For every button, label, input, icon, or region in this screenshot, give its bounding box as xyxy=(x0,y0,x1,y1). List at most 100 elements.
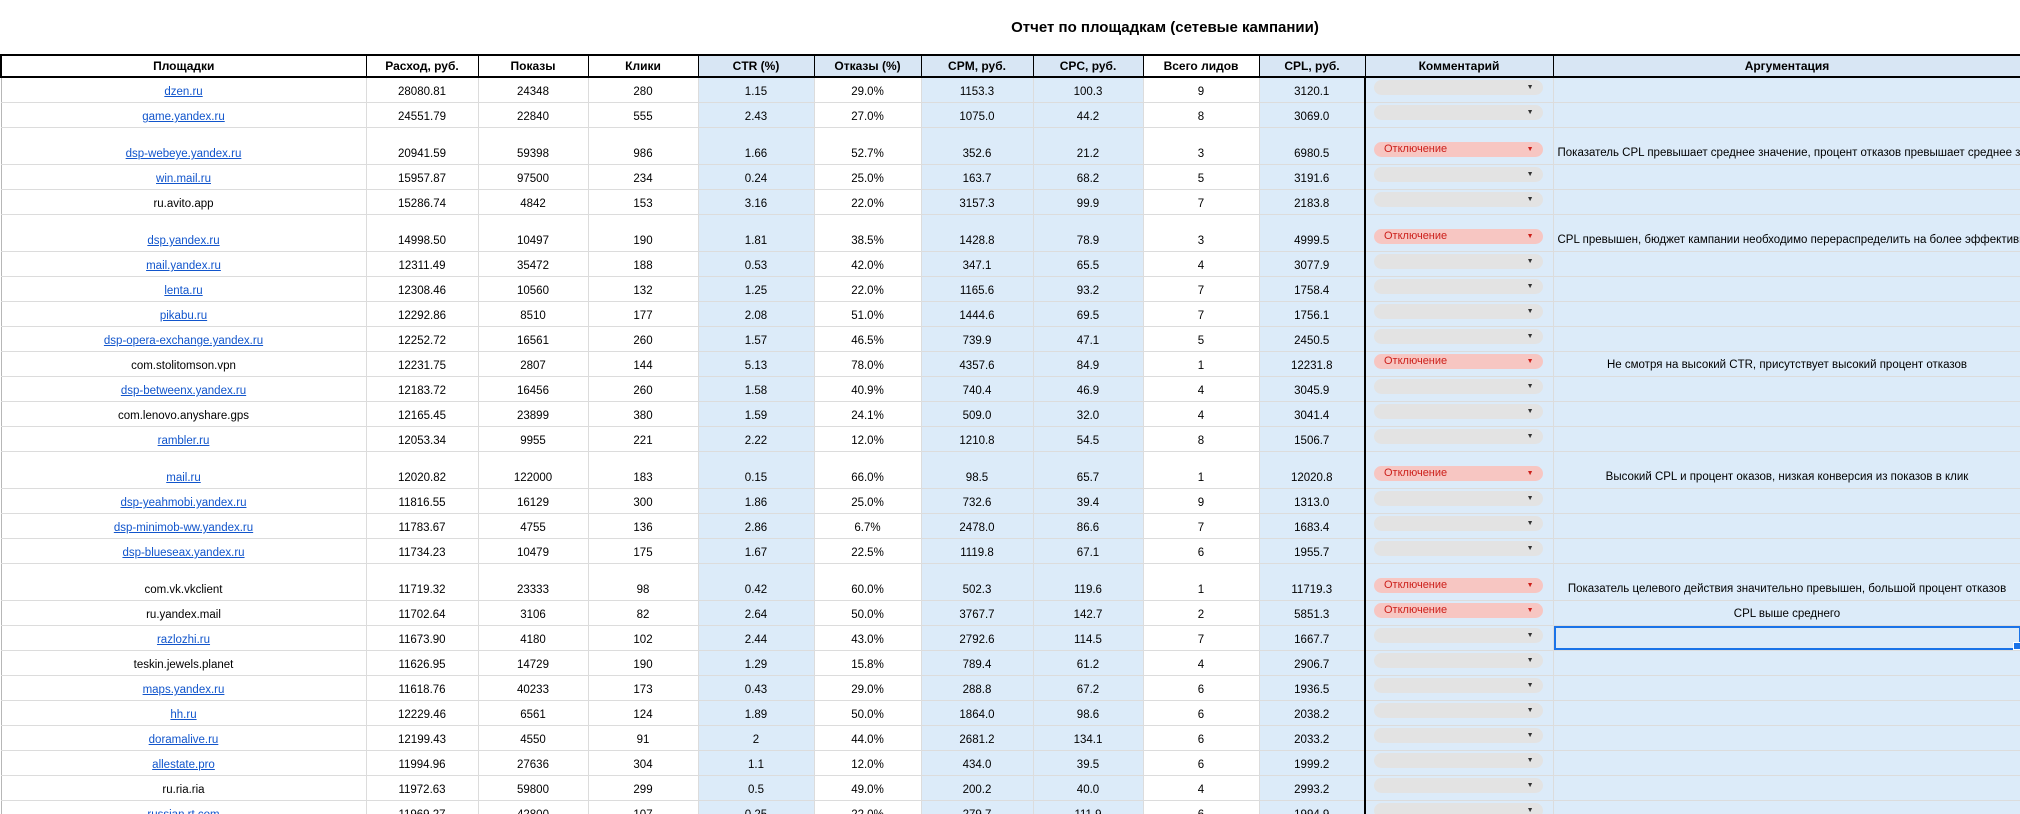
column-header-leads[interactable]: Всего лидов xyxy=(1142,54,1260,78)
cell-shows[interactable]: 4842 xyxy=(478,189,589,215)
cell-clicks[interactable]: 132 xyxy=(588,276,699,302)
cell-bounce[interactable]: 12.0% xyxy=(814,426,922,452)
cell-cpl[interactable]: 1994.9 xyxy=(1259,800,1366,814)
cell-bounce[interactable]: 60.0% xyxy=(814,563,922,601)
cell-spend[interactable]: 28080.81 xyxy=(366,77,479,103)
cell-clicks[interactable]: 82 xyxy=(588,600,699,626)
cell-cpc[interactable]: 100.3 xyxy=(1033,77,1144,103)
cell-argument[interactable] xyxy=(1553,276,2020,302)
cell-cpl[interactable]: 6980.5 xyxy=(1259,127,1366,165)
cell-clicks[interactable]: 98 xyxy=(588,563,699,601)
cell-cpc[interactable]: 134.1 xyxy=(1033,725,1144,751)
cell-comment[interactable]: ▼ xyxy=(1364,77,1554,103)
comment-dropdown[interactable]: Отключение ▼ xyxy=(1374,229,1543,244)
cell-ctr[interactable]: 3.16 xyxy=(698,189,815,215)
column-header-shows[interactable]: Показы xyxy=(477,54,589,78)
cell-bounce[interactable]: 43.0% xyxy=(814,625,922,651)
cell-platform[interactable]: mail.yandex.ru xyxy=(0,251,367,277)
cell-argument[interactable] xyxy=(1553,301,2020,327)
cell-clicks[interactable]: 183 xyxy=(588,451,699,489)
cell-comment[interactable]: ▼ xyxy=(1364,725,1554,751)
cell-leads[interactable]: 6 xyxy=(1143,538,1260,564)
cell-cpm[interactable]: 98.5 xyxy=(921,451,1034,489)
cell-argument[interactable] xyxy=(1553,251,2020,277)
comment-dropdown[interactable]: Отключение ▼ xyxy=(1374,466,1543,481)
comment-dropdown[interactable]: ▼ xyxy=(1374,516,1543,531)
cell-argument[interactable]: Высокий CPL и процент оказов, низкая кон… xyxy=(1553,451,2020,489)
comment-dropdown[interactable]: ▼ xyxy=(1374,429,1543,444)
cell-clicks[interactable]: 136 xyxy=(588,513,699,539)
cell-leads[interactable]: 1 xyxy=(1143,563,1260,601)
cell-ctr[interactable]: 1.29 xyxy=(698,650,815,676)
cell-ctr[interactable]: 0.42 xyxy=(698,563,815,601)
cell-cpm[interactable]: 434.0 xyxy=(921,750,1034,776)
cell-argument[interactable] xyxy=(1553,488,2020,514)
cell-cpl[interactable]: 3069.0 xyxy=(1259,102,1366,128)
comment-dropdown[interactable]: ▼ xyxy=(1374,254,1543,269)
cell-clicks[interactable]: 124 xyxy=(588,700,699,726)
cell-shows[interactable]: 16561 xyxy=(478,326,589,352)
cell-cpl[interactable]: 2450.5 xyxy=(1259,326,1366,352)
cell-ctr[interactable]: 2.86 xyxy=(698,513,815,539)
cell-cpc[interactable]: 119.6 xyxy=(1033,563,1144,601)
comment-dropdown[interactable]: ▼ xyxy=(1374,703,1543,718)
cell-ctr[interactable]: 0.25 xyxy=(698,800,815,814)
cell-leads[interactable]: 2 xyxy=(1143,600,1260,626)
cell-shows[interactable]: 8510 xyxy=(478,301,589,327)
comment-dropdown[interactable]: ▼ xyxy=(1374,753,1543,768)
cell-shows[interactable]: 3106 xyxy=(478,600,589,626)
comment-dropdown[interactable]: ▼ xyxy=(1374,778,1543,793)
cell-platform[interactable]: allestate.pro xyxy=(0,750,367,776)
cell-cpc[interactable]: 61.2 xyxy=(1033,650,1144,676)
cell-argument[interactable] xyxy=(1553,77,2020,103)
platform-link[interactable]: dzen.ru xyxy=(164,86,203,98)
cell-spend[interactable]: 24551.79 xyxy=(366,102,479,128)
cell-platform[interactable]: ru.avito.app xyxy=(0,189,367,215)
column-header-ctr[interactable]: CTR (%) xyxy=(697,54,815,78)
cell-bounce[interactable]: 50.0% xyxy=(814,700,922,726)
cell-bounce[interactable]: 29.0% xyxy=(814,675,922,701)
cell-comment[interactable]: ▼ xyxy=(1364,800,1554,814)
cell-cpc[interactable]: 86.6 xyxy=(1033,513,1144,539)
cell-cpc[interactable]: 111.9 xyxy=(1033,800,1144,814)
cell-cpc[interactable]: 21.2 xyxy=(1033,127,1144,165)
cell-spend[interactable]: 12020.82 xyxy=(366,451,479,489)
cell-spend[interactable]: 11816.55 xyxy=(366,488,479,514)
cell-spend[interactable]: 11618.76 xyxy=(366,675,479,701)
cell-ctr[interactable]: 1.86 xyxy=(698,488,815,514)
cell-cpl[interactable]: 2033.2 xyxy=(1259,725,1366,751)
cell-cpm[interactable]: 789.4 xyxy=(921,650,1034,676)
cell-cpc[interactable]: 68.2 xyxy=(1033,164,1144,190)
cell-leads[interactable]: 1 xyxy=(1143,451,1260,489)
comment-dropdown[interactable]: ▼ xyxy=(1374,192,1543,207)
cell-bounce[interactable]: 40.9% xyxy=(814,376,922,402)
comment-dropdown[interactable]: ▼ xyxy=(1374,491,1543,506)
cell-comment[interactable]: ▼ xyxy=(1364,650,1554,676)
comment-dropdown[interactable]: ▼ xyxy=(1374,803,1543,814)
cell-ctr[interactable]: 1.25 xyxy=(698,276,815,302)
cell-cpm[interactable]: 2681.2 xyxy=(921,725,1034,751)
cell-cpm[interactable]: 1428.8 xyxy=(921,214,1034,252)
cell-cpl[interactable]: 1999.2 xyxy=(1259,750,1366,776)
platform-link[interactable]: dsp-minimob-ww.yandex.ru xyxy=(113,522,254,534)
cell-spend[interactable]: 14998.50 xyxy=(366,214,479,252)
cell-comment[interactable]: ▼ xyxy=(1364,401,1554,427)
cell-platform[interactable]: russian.rt.com xyxy=(0,800,367,814)
cell-platform[interactable]: rambler.ru xyxy=(0,426,367,452)
cell-cpl[interactable]: 11719.3 xyxy=(1259,563,1366,601)
cell-ctr[interactable]: 2.64 xyxy=(698,600,815,626)
cell-ctr[interactable]: 0.5 xyxy=(698,775,815,801)
cell-argument[interactable] xyxy=(1553,675,2020,701)
cell-shows[interactable]: 16129 xyxy=(478,488,589,514)
cell-spend[interactable]: 11972.63 xyxy=(366,775,479,801)
cell-shows[interactable]: 4755 xyxy=(478,513,589,539)
cell-cpl[interactable]: 3045.9 xyxy=(1259,376,1366,402)
cell-comment[interactable]: Отключение ▼ xyxy=(1364,563,1554,601)
cell-ctr[interactable]: 2.43 xyxy=(698,102,815,128)
platform-link[interactable]: dsp-betweenx.yandex.ru xyxy=(120,385,247,397)
cell-cpm[interactable]: 200.2 xyxy=(921,775,1034,801)
cell-cpl[interactable]: 1667.7 xyxy=(1259,625,1366,651)
cell-bounce[interactable]: 22.5% xyxy=(814,538,922,564)
cell-leads[interactable]: 3 xyxy=(1143,214,1260,252)
cell-shows[interactable]: 4550 xyxy=(478,725,589,751)
